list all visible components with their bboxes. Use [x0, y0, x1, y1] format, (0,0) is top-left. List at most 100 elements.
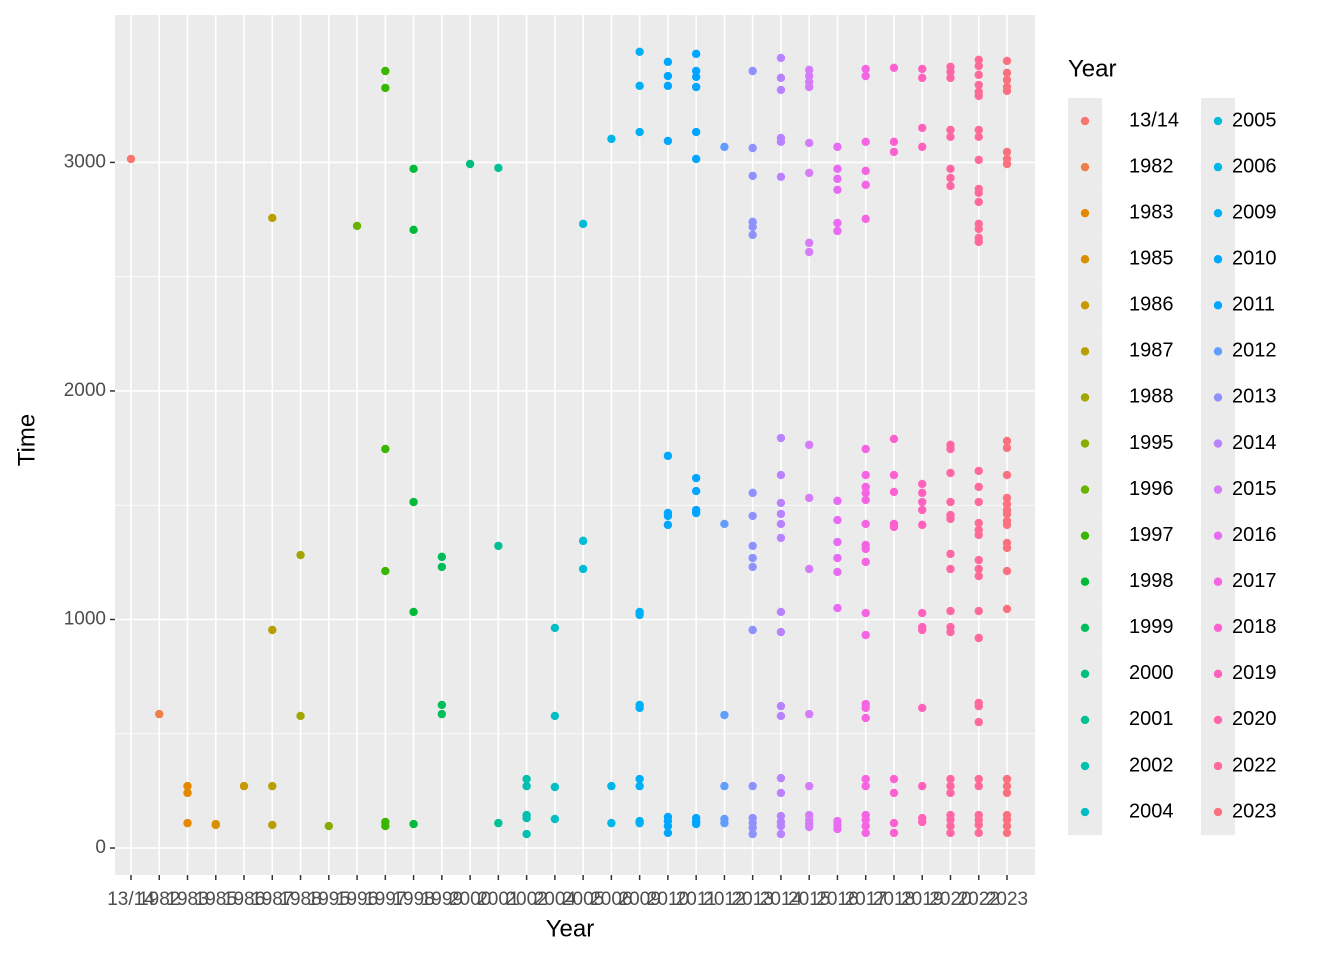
- point: [889, 470, 899, 480]
- legend-marker: [1080, 162, 1090, 172]
- point: [974, 197, 983, 207]
- legend-label: 2013: [1232, 386, 1277, 408]
- point: [833, 824, 842, 834]
- point: [748, 230, 757, 240]
- point: [974, 820, 983, 830]
- legend-marker: [1213, 116, 1223, 126]
- point: [776, 829, 786, 839]
- point: [776, 811, 786, 821]
- point: [861, 166, 870, 176]
- point: [635, 81, 644, 91]
- legend-label: 2015: [1232, 478, 1277, 500]
- point: [974, 466, 983, 476]
- point: [861, 64, 870, 74]
- legend-label: 2014: [1232, 432, 1277, 454]
- point: [833, 553, 842, 563]
- point: [833, 226, 842, 236]
- legend-label: 2004: [1129, 800, 1174, 822]
- point: [833, 603, 842, 613]
- point: [1002, 147, 1012, 157]
- legend-label: 2001: [1129, 708, 1174, 730]
- point: [776, 533, 786, 543]
- point: [1002, 566, 1012, 576]
- x-tick-label: 2013: [732, 889, 774, 910]
- point: [804, 440, 814, 450]
- point: [946, 828, 955, 838]
- point: [409, 607, 418, 617]
- point: [946, 549, 955, 559]
- legend-marker: [1080, 208, 1090, 218]
- point: [268, 625, 277, 635]
- point: [296, 550, 305, 560]
- point: [691, 508, 701, 518]
- x-tick-label: 1998: [392, 889, 434, 910]
- point: [974, 55, 983, 64]
- point: [861, 137, 870, 147]
- point: [776, 627, 786, 637]
- legend-label: 1986: [1129, 294, 1174, 316]
- point: [833, 164, 842, 174]
- point: [918, 703, 927, 713]
- point: [550, 623, 560, 633]
- legend-label: 2018: [1232, 616, 1277, 638]
- legend-marker: [1080, 577, 1090, 586]
- legend-label: 2022: [1232, 754, 1277, 776]
- point: [268, 781, 277, 791]
- point: [833, 174, 842, 184]
- y-tick-label: 2000: [64, 380, 106, 401]
- x-tick-label: 1985: [195, 889, 237, 910]
- point: [776, 137, 786, 147]
- point: [494, 541, 503, 551]
- point: [889, 434, 899, 444]
- point: [691, 82, 701, 92]
- point: [522, 774, 531, 784]
- point: [663, 821, 673, 831]
- point: [861, 488, 870, 498]
- point: [409, 819, 418, 829]
- legend-marker: [1213, 439, 1223, 448]
- point: [494, 163, 503, 173]
- panel: [115, 15, 1035, 875]
- point: [946, 173, 955, 183]
- legend-marker: [1213, 255, 1223, 264]
- point: [748, 781, 757, 791]
- y-tick-label: 1000: [64, 609, 106, 630]
- point: [720, 781, 729, 791]
- point: [974, 80, 983, 90]
- point: [889, 828, 899, 838]
- point: [946, 627, 955, 637]
- point: [889, 137, 899, 147]
- point: [946, 73, 955, 83]
- legend-marker: [1213, 393, 1223, 402]
- x-tick-label: 2004: [534, 889, 577, 910]
- point: [918, 64, 927, 74]
- x-tick-label: 1996: [336, 889, 378, 910]
- legend-label: 2010: [1232, 248, 1277, 270]
- x-tick-label: 2017: [845, 889, 887, 910]
- legend-marker: [1080, 761, 1090, 771]
- point: [974, 132, 983, 142]
- point: [946, 497, 955, 507]
- point: [974, 61, 983, 71]
- point: [607, 134, 616, 144]
- point: [635, 610, 644, 620]
- point: [946, 444, 955, 454]
- legend-marker: [1080, 439, 1090, 448]
- point: [804, 493, 814, 503]
- point: [748, 553, 757, 563]
- point: [748, 823, 757, 833]
- point: [155, 709, 164, 719]
- legend-label: 1982: [1129, 155, 1174, 177]
- legend-label: 1997: [1129, 524, 1174, 546]
- x-tick-label: 1986: [223, 889, 265, 910]
- point: [691, 127, 701, 137]
- point: [918, 142, 927, 152]
- x-tick-label: 2009: [619, 889, 661, 910]
- legend-marker: [1213, 347, 1223, 356]
- legend-marker: [1080, 255, 1090, 264]
- legend-label: 2011: [1232, 294, 1275, 316]
- point: [183, 788, 192, 798]
- point: [974, 606, 983, 616]
- legend-label: 1996: [1129, 478, 1174, 500]
